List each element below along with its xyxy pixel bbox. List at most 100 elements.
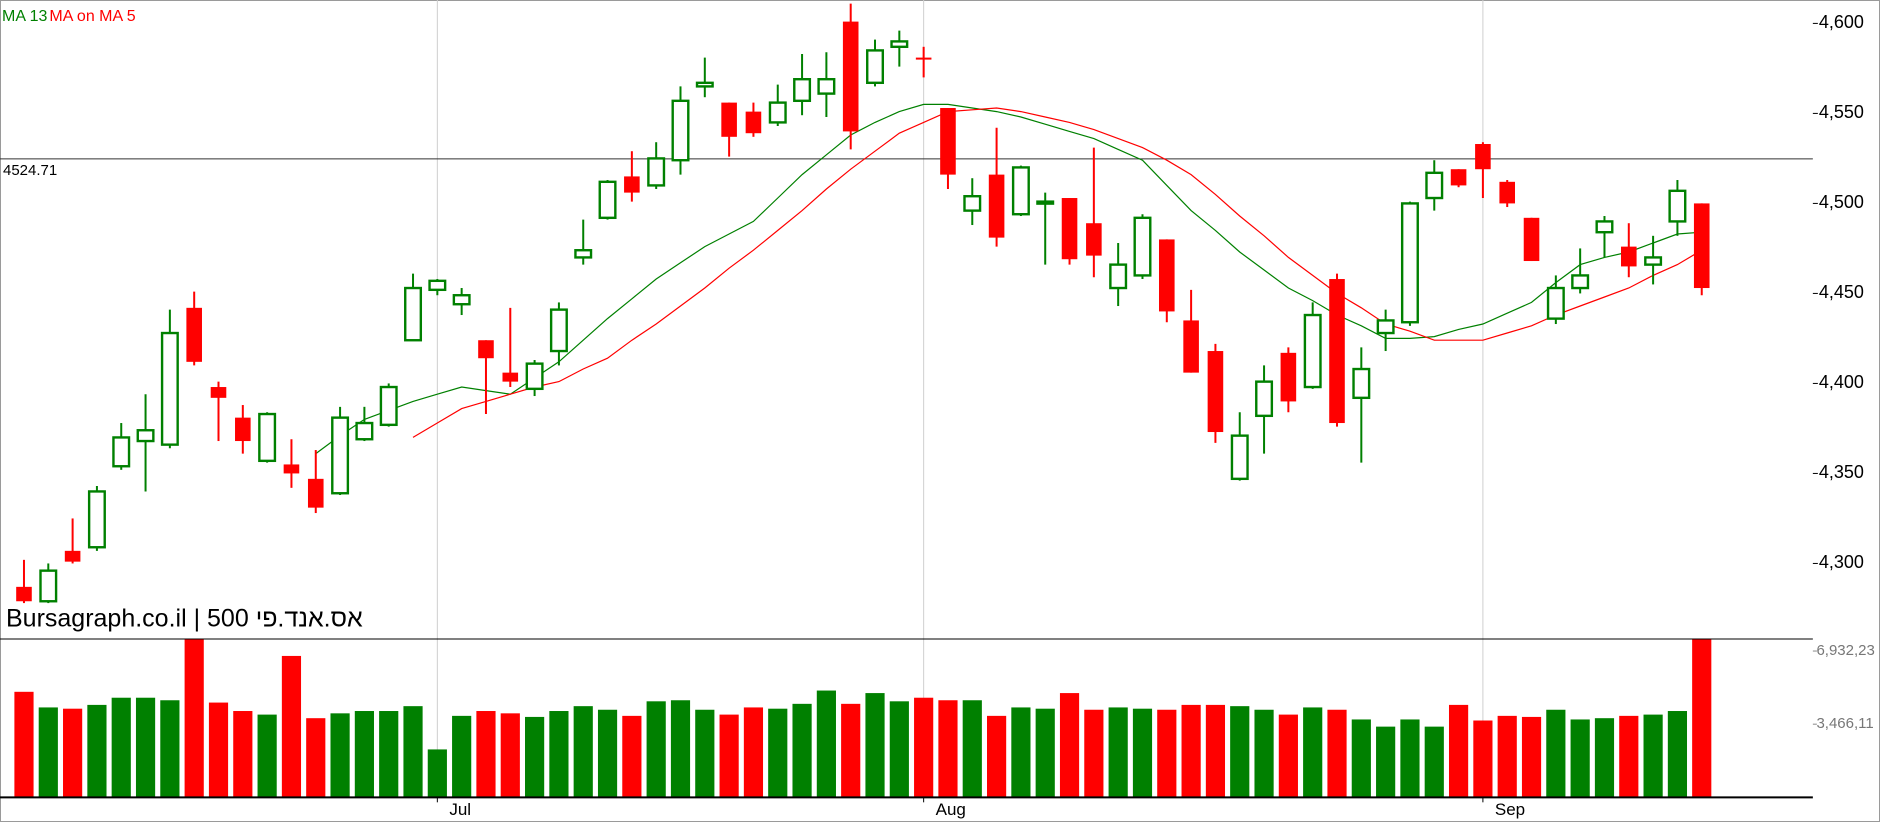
volume-bar [184,639,204,798]
candle-body [1523,217,1540,262]
y-tick-label: 4,450 [1819,282,1864,302]
volume-bar [525,716,545,798]
volume-bar [452,715,472,798]
candle-body [1400,202,1419,324]
candle-body [1499,181,1516,204]
volume-bar [1108,707,1128,798]
volume-bar [865,693,885,798]
volume-bar [111,697,131,798]
candle-body [598,180,617,220]
candle-body [890,40,909,49]
candle-body [1352,367,1371,400]
candle-body [1329,279,1345,424]
candle-body [136,429,155,443]
volume-bar [962,700,982,798]
volume-bar [379,711,399,798]
y-tick-label: 4,400 [1819,372,1864,392]
volume-bar [1254,709,1274,798]
candle-body [793,78,812,103]
volume-bar [87,704,107,798]
volume-bar [1521,716,1542,798]
ma-line [315,103,1702,455]
y-tick-label: 4,500 [1819,192,1864,212]
volume-bar [1157,709,1177,798]
volume-bar [160,700,180,798]
candle-body [817,78,836,95]
candle-body [1109,263,1128,290]
candle-body [1303,313,1322,389]
legend-entry: MA on MA 5 [49,8,135,25]
volume-bar [38,707,58,798]
candle-body [1207,351,1224,433]
candle-body [1061,198,1078,260]
candle-body [160,331,179,446]
volume-bar [1546,709,1566,798]
candle-body [112,436,131,468]
candle-body [1255,380,1274,418]
candle-body [307,478,324,508]
legend-entry: MA 13 [2,8,47,25]
volume-bar [1059,693,1080,798]
candle-body [1450,169,1467,186]
volume-bar [1181,704,1201,798]
candle-body [671,99,690,162]
candle-body [549,308,568,353]
volume-bar [1448,704,1469,798]
candle-body [16,586,32,602]
volume-bar [354,711,374,798]
volume-bar [1594,718,1615,798]
candle-body [186,307,202,362]
x-tick-label: Jul [449,800,471,819]
candle-body [1693,203,1710,289]
candle-body [331,416,350,495]
volume-bar [1473,720,1493,798]
volume-bar [573,706,593,798]
volume-bar [1351,719,1371,798]
candle-body [745,111,762,134]
candle-body [478,340,494,359]
y-tick-label: 4,600 [1819,12,1864,32]
candle-body [1425,171,1444,200]
volume-bar [622,715,642,798]
x-tick-label: Sep [1495,800,1525,819]
candle-body [1475,144,1491,170]
volume-bar [889,701,909,798]
candle-body [940,108,956,175]
candle-body [1086,223,1102,256]
volume-bar [1132,708,1153,798]
candle-body [1133,216,1152,277]
candle-body [768,101,787,124]
volume-bar [1278,714,1298,798]
volume-bar [914,697,934,798]
candle-body [1230,434,1249,481]
ma-line [412,107,1703,438]
volume-bar [1692,639,1712,798]
candle-body [1376,319,1395,335]
candle-body [1620,246,1637,267]
volume-bar [135,697,156,798]
candle-body [1595,220,1614,234]
volume-bar [695,709,715,798]
volume-bar [63,708,83,798]
candle-body [1571,274,1590,290]
volume-bar [14,691,34,798]
candle-body [525,362,544,391]
volume-bar [427,749,447,798]
candle-body [39,569,58,603]
candle-body [1036,200,1055,205]
title-bg [2,603,382,637]
candle-body [379,385,398,427]
candle-body [1159,239,1175,312]
volume-bar [1011,707,1031,798]
volume-bar [1205,704,1226,798]
volume-bar [1327,709,1347,798]
volume-bar [476,711,496,798]
volume-bar [816,690,836,798]
volume-bar [233,711,253,798]
candle-body [1183,320,1199,373]
candle-body [624,176,640,193]
volume-bar [281,655,302,798]
candle-body [647,157,666,187]
candle-body [721,102,737,137]
